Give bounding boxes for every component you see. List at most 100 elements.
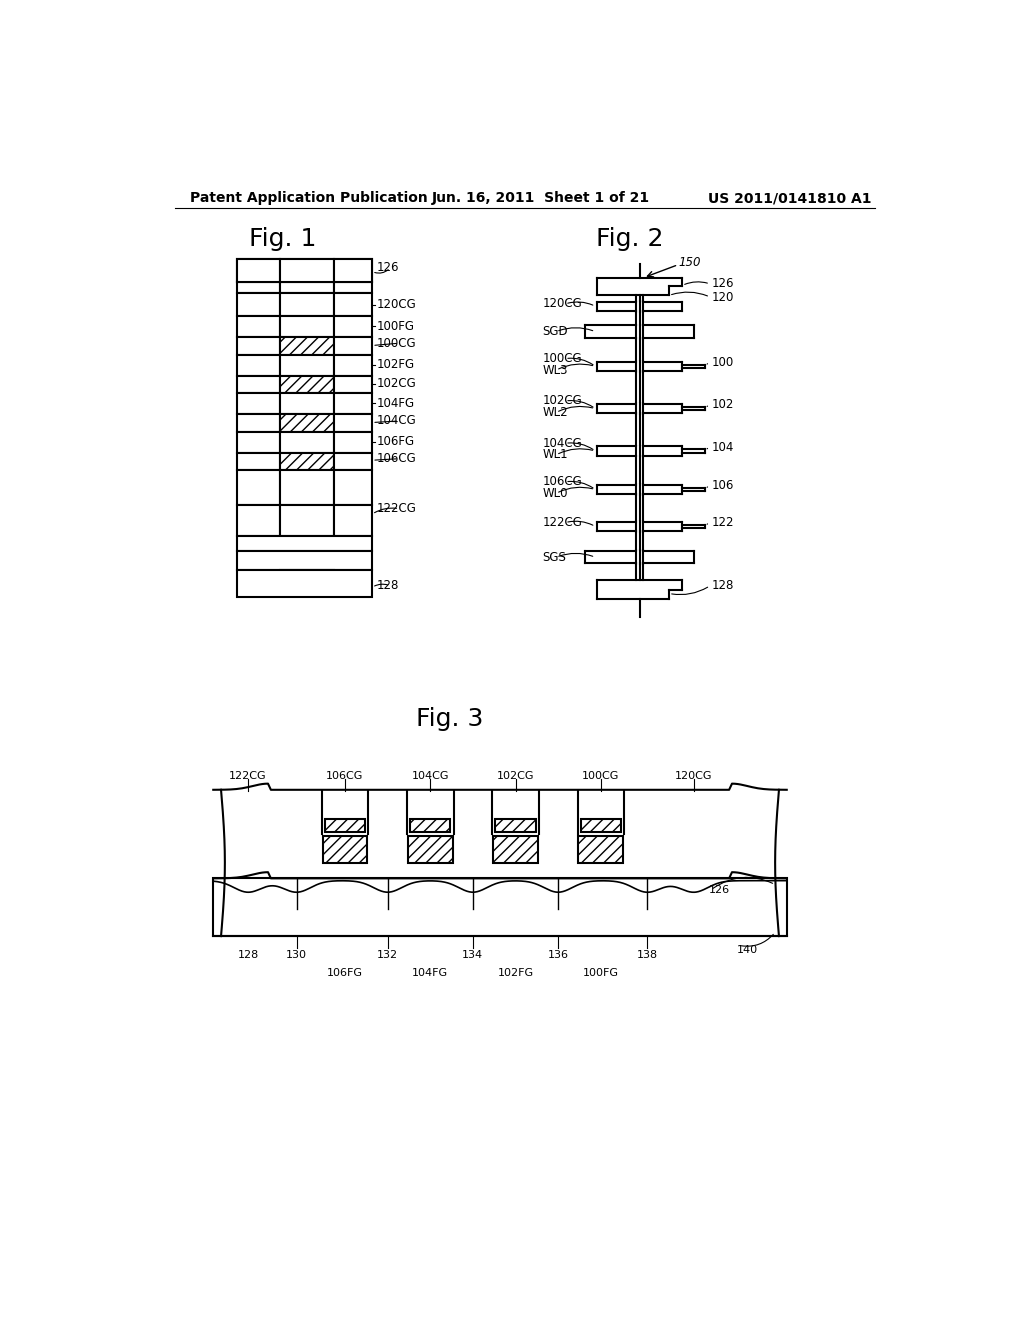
Text: 136: 136 [548, 950, 568, 960]
Text: 126: 126 [377, 261, 399, 275]
Text: 102FG: 102FG [498, 969, 534, 978]
Text: 100CG: 100CG [543, 352, 583, 366]
Text: Patent Application Publication: Patent Application Publication [190, 191, 428, 206]
Bar [237, 536, 372, 552]
Bar [280, 259, 334, 281]
Bar [280, 470, 334, 506]
Text: 130: 130 [286, 950, 307, 960]
Text: 122CG: 122CG [377, 502, 417, 515]
Text: 106FG: 106FG [377, 436, 415, 449]
Text: 132: 132 [377, 950, 398, 960]
Bar [493, 834, 539, 865]
Bar [280, 317, 334, 337]
Text: 128: 128 [377, 579, 399, 593]
Bar [579, 836, 624, 863]
Text: 106CG: 106CG [327, 771, 364, 780]
Text: 104CG: 104CG [543, 437, 583, 450]
Bar [237, 259, 280, 281]
Text: 104CG: 104CG [377, 414, 417, 428]
Bar [237, 453, 280, 470]
Bar [237, 506, 280, 536]
Bar [322, 834, 369, 865]
Bar [410, 818, 451, 832]
Text: 122: 122 [712, 516, 734, 529]
Text: 122CG: 122CG [543, 516, 583, 529]
Text: 150: 150 [678, 256, 700, 269]
Bar [334, 393, 372, 414]
Text: 100CG: 100CG [582, 771, 620, 780]
Bar [334, 453, 372, 470]
Text: 106CG: 106CG [377, 453, 417, 465]
Text: 104FG: 104FG [377, 397, 415, 409]
Bar [334, 375, 372, 393]
Text: 126: 126 [712, 277, 734, 290]
Bar [408, 836, 453, 863]
Text: 104FG: 104FG [413, 969, 449, 978]
Bar [334, 506, 372, 536]
Bar [325, 818, 366, 832]
Text: 128: 128 [712, 579, 734, 593]
Text: 106: 106 [712, 479, 734, 492]
Text: 122CG: 122CG [229, 771, 267, 780]
Text: 120CG: 120CG [377, 298, 417, 312]
Text: SGD: SGD [543, 325, 568, 338]
Text: 120: 120 [712, 290, 734, 304]
Bar [280, 393, 334, 414]
Text: Fig. 1: Fig. 1 [249, 227, 316, 251]
Bar [323, 836, 368, 863]
Bar [213, 878, 786, 936]
Bar [237, 470, 280, 506]
Bar [237, 259, 372, 281]
Bar [496, 818, 536, 832]
Text: WL3: WL3 [543, 363, 568, 376]
Bar [334, 317, 372, 337]
Text: 126: 126 [710, 884, 730, 895]
Bar [280, 293, 334, 317]
Bar [237, 552, 372, 570]
Text: 100FG: 100FG [583, 969, 618, 978]
Text: 140: 140 [736, 945, 758, 956]
Bar [280, 355, 334, 376]
Bar [237, 355, 280, 376]
Bar [280, 506, 334, 536]
Bar [407, 834, 454, 865]
Text: 128: 128 [238, 950, 259, 960]
Bar [334, 414, 372, 432]
Bar [237, 432, 280, 453]
Bar [280, 414, 334, 432]
Bar [237, 317, 280, 337]
Bar [280, 453, 334, 470]
Text: 106FG: 106FG [327, 969, 362, 978]
Bar [237, 281, 280, 293]
Text: 134: 134 [462, 950, 483, 960]
Text: WL2: WL2 [543, 407, 568, 418]
Bar [581, 818, 621, 832]
Bar [334, 337, 372, 355]
Bar [493, 836, 538, 863]
Bar [280, 570, 334, 590]
Text: WL1: WL1 [543, 449, 568, 462]
Bar [213, 789, 786, 878]
Text: 138: 138 [637, 950, 657, 960]
Text: 102FG: 102FG [377, 358, 415, 371]
Bar [334, 293, 372, 317]
Text: 120CG: 120CG [675, 771, 713, 780]
Text: 106CG: 106CG [543, 475, 583, 488]
Text: WL0: WL0 [543, 487, 568, 500]
Bar [334, 281, 372, 293]
Text: Fig. 2: Fig. 2 [596, 227, 664, 251]
Text: 100CG: 100CG [377, 337, 417, 350]
Text: 120CG: 120CG [543, 297, 583, 310]
Text: 102CG: 102CG [377, 376, 417, 389]
Text: Jun. 16, 2011  Sheet 1 of 21: Jun. 16, 2011 Sheet 1 of 21 [432, 191, 650, 206]
Bar [280, 281, 334, 293]
Text: 100FG: 100FG [377, 319, 415, 333]
Bar [334, 259, 372, 281]
Text: 102CG: 102CG [497, 771, 535, 780]
Bar [237, 337, 280, 355]
Bar [237, 414, 280, 432]
Bar [334, 355, 372, 376]
Bar [237, 293, 280, 317]
Bar [237, 375, 280, 393]
Bar [334, 470, 372, 506]
